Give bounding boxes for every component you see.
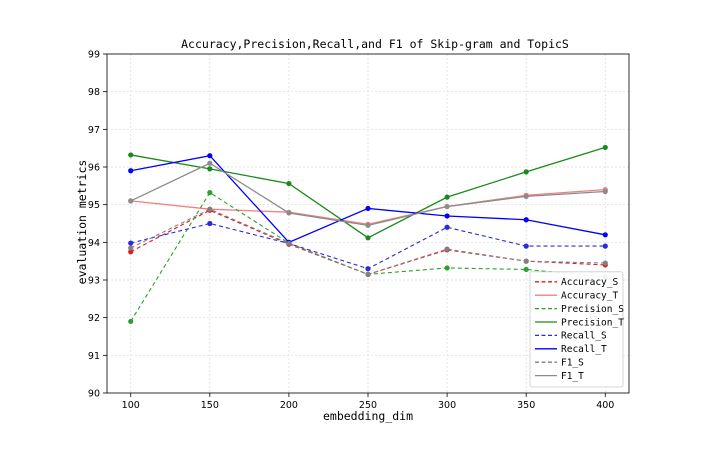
legend-label: Recall_T xyxy=(561,344,607,355)
x-tick-label: 200 xyxy=(280,400,298,411)
data-point xyxy=(128,245,134,251)
x-tick-label: 150 xyxy=(201,400,219,411)
series-Precision_T xyxy=(128,144,608,241)
data-point xyxy=(523,266,529,273)
data-point xyxy=(444,246,450,252)
data-point xyxy=(444,213,450,219)
data-point xyxy=(286,180,292,187)
legend-item: Precision_T xyxy=(535,317,624,328)
x-tick-label: 250 xyxy=(359,400,377,411)
data-point xyxy=(128,168,134,174)
data-point xyxy=(444,203,450,210)
legend-label: Precision_T xyxy=(561,317,624,328)
y-tick-label: 91 xyxy=(88,351,100,362)
legend-item: Accuracy_T xyxy=(535,291,618,302)
x-axis-label: embedding_dim xyxy=(323,409,413,423)
data-point xyxy=(207,160,213,166)
data-point xyxy=(128,152,134,158)
y-tick-label: 96 xyxy=(88,163,100,174)
x-axis-ticks: 100 150 200 250 300 350 400 xyxy=(122,393,614,411)
chart-title: Accuracy,Precision,Recall,and F1 of Skip… xyxy=(181,37,569,51)
series-layer xyxy=(128,144,608,325)
data-point xyxy=(207,153,213,159)
data-point xyxy=(128,249,134,255)
data-point xyxy=(365,222,371,228)
x-tick-label: 100 xyxy=(122,400,140,411)
legend-label: Accuracy_S xyxy=(561,277,618,288)
data-point xyxy=(207,166,213,172)
series-F1_T xyxy=(128,160,608,228)
y-tick-label: 90 xyxy=(88,389,100,400)
y-axis-ticks: 90 91 92 93 94 95 96 97 98 99 xyxy=(88,50,107,400)
data-point xyxy=(128,198,134,204)
legend-item: F1_S xyxy=(535,358,584,369)
data-point xyxy=(365,271,371,277)
y-tick-label: 98 xyxy=(88,87,100,98)
legend-label: F1_T xyxy=(561,371,584,382)
y-tick-label: 95 xyxy=(88,200,100,211)
data-point xyxy=(602,243,608,249)
data-point xyxy=(365,205,371,212)
legend-item: Recall_S xyxy=(535,331,607,342)
data-point xyxy=(523,169,529,175)
series-F1_S xyxy=(128,206,608,277)
y-tick-label: 93 xyxy=(88,276,100,287)
y-tick-label: 97 xyxy=(88,125,100,136)
data-point xyxy=(444,224,450,230)
series-Recall_S xyxy=(128,220,608,272)
legend: Accuracy_S Accuracy_T Precision_S Precision… xyxy=(529,271,624,388)
data-point xyxy=(365,235,371,241)
x-tick-label: 350 xyxy=(517,400,535,411)
legend-box xyxy=(529,271,624,388)
data-point xyxy=(207,190,213,196)
data-point xyxy=(128,318,134,325)
legend-label: F1_S xyxy=(561,358,584,369)
x-tick-label: 300 xyxy=(438,400,456,411)
data-point xyxy=(523,243,529,249)
y-axis-label: evaluation metrics xyxy=(75,160,89,285)
data-point xyxy=(444,265,450,271)
data-point xyxy=(286,240,292,247)
legend-item: F1_T xyxy=(535,371,584,382)
data-point xyxy=(523,258,529,264)
y-tick-label: 92 xyxy=(88,313,100,324)
y-tick-label: 94 xyxy=(88,238,100,249)
data-point xyxy=(602,232,608,238)
data-point xyxy=(286,210,292,216)
data-point xyxy=(523,217,529,223)
data-point xyxy=(602,144,608,151)
data-point xyxy=(602,260,608,266)
data-point xyxy=(365,266,371,272)
data-point xyxy=(207,220,213,227)
legend-label: Recall_S xyxy=(561,331,607,342)
legend-item: Recall_T xyxy=(535,344,607,355)
data-point xyxy=(602,188,608,195)
data-point xyxy=(128,240,134,246)
y-tick-label: 99 xyxy=(88,50,100,61)
data-point xyxy=(523,193,529,199)
legend-item: Accuracy_S xyxy=(535,277,618,288)
x-tick-label: 400 xyxy=(596,400,614,411)
data-point xyxy=(444,194,450,200)
data-point xyxy=(207,206,213,212)
legend-label: Accuracy_T xyxy=(561,291,618,302)
legend-item: Precision_S xyxy=(535,304,624,315)
legend-label: Precision_S xyxy=(561,304,624,315)
